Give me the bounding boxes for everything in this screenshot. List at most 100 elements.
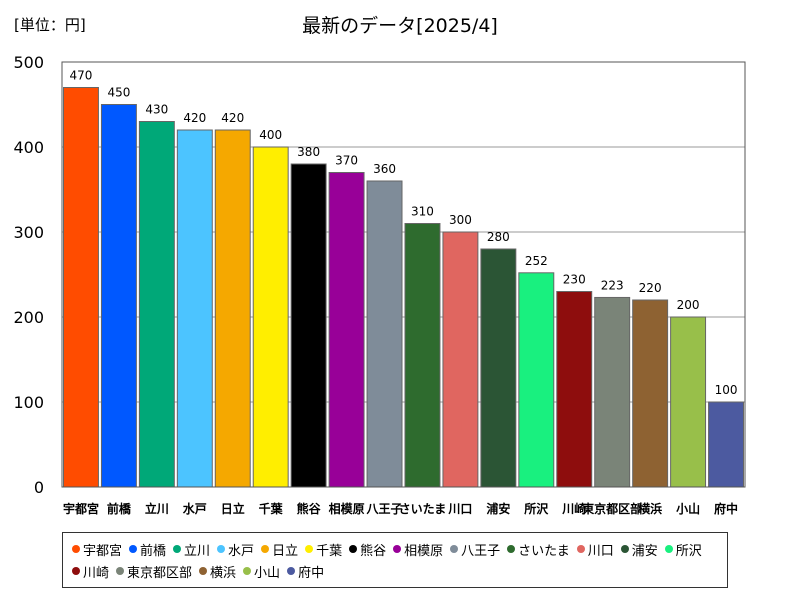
legend-swatch: [116, 567, 125, 575]
legend-swatch: [173, 545, 182, 553]
legend-item: 熊谷: [349, 538, 386, 560]
x-tick-label: 千葉: [259, 501, 284, 516]
x-tick-label: 所沢: [524, 501, 549, 516]
value-label: 223: [601, 278, 624, 292]
legend-swatch: [349, 545, 358, 553]
legend-label: 千葉: [316, 543, 343, 559]
legend-item: 八王子: [450, 538, 500, 560]
bar-府中: [708, 401, 744, 488]
legend-item: 浦安: [620, 538, 658, 560]
x-tick-label: 八王子: [366, 502, 403, 516]
value-label: 380: [297, 145, 320, 159]
bar-日立: [214, 129, 251, 488]
gridlines: [62, 146, 745, 403]
legend-swatch: [72, 545, 80, 553]
legend-label: 川口: [587, 543, 614, 559]
value-label: 370: [335, 154, 358, 168]
legend-label: 東京都区部: [127, 565, 193, 581]
value-label: 252: [525, 254, 548, 268]
x-tick-label: 立川: [145, 501, 169, 516]
y-tick-label: 100: [13, 393, 44, 412]
legend-item: 所沢: [664, 538, 702, 560]
y-tick-label: 500: [13, 53, 44, 72]
x-tick-label: 前橋: [107, 501, 132, 516]
y-tick-label: 300: [13, 223, 44, 242]
legend-item: 日立: [261, 538, 298, 560]
legend-item: 立川: [173, 538, 210, 560]
chart-title: 最新のデータ[2025/4]: [302, 15, 498, 37]
legend-swatch: [243, 567, 252, 575]
value-label: 420: [183, 111, 206, 125]
bar-八王子: [366, 180, 403, 488]
value-label: 230: [563, 273, 586, 287]
x-tick-label: 宇都宮: [63, 501, 99, 516]
value-label: 200: [677, 298, 700, 312]
legend-swatch: [72, 567, 80, 575]
legend-label: 府中: [298, 565, 325, 581]
legend-item: 東京都区部: [116, 560, 192, 582]
legend-label: 相模原: [404, 543, 444, 559]
bar-熊谷: [290, 163, 327, 488]
y-tick-label: 400: [13, 138, 44, 157]
legend-swatch: [199, 567, 208, 575]
value-label: 470: [70, 69, 93, 83]
bar-水戸: [176, 129, 213, 488]
legend-item: さいたま: [507, 538, 570, 560]
value-labels: 470 450 430 420 420 400 380 370 360 310 300 280 252 2…: [70, 69, 738, 398]
legend-swatch: [287, 567, 296, 575]
x-tick-label: 川口: [447, 502, 472, 516]
bar-川口: [442, 231, 479, 488]
bar-川崎: [556, 291, 593, 488]
value-label: 420: [221, 111, 244, 125]
legend-label: 横浜: [210, 565, 237, 581]
bar-浦安: [480, 248, 517, 488]
legend-item: 前橋: [129, 538, 166, 560]
legend-label: 立川: [184, 543, 211, 559]
bar-横浜: [632, 299, 669, 488]
y-tick-label: 200: [13, 308, 44, 327]
value-label: 400: [259, 128, 282, 142]
bar-前橋: [100, 104, 137, 488]
x-tick-label: 浦安: [486, 501, 510, 516]
bars: [63, 87, 744, 488]
value-label: 220: [639, 281, 662, 295]
legend-item: 宇都宮: [72, 538, 122, 560]
x-tick-label: 小山: [676, 501, 700, 516]
value-label: 100: [715, 383, 738, 397]
legend-label: 水戸: [228, 543, 255, 559]
bar-さいたま: [404, 223, 441, 488]
bar-宇都宮: [63, 87, 99, 488]
bar-小山: [670, 316, 707, 488]
value-label: 300: [449, 213, 472, 227]
legend-swatch: [393, 545, 402, 553]
legend-swatch: [576, 545, 585, 553]
legend-item: 川口: [576, 538, 614, 560]
y-tick-label: 0: [34, 478, 44, 497]
legend-label: 宇都宮: [83, 543, 123, 559]
x-tick-label: 相模原: [329, 501, 365, 516]
legend-label: 前橋: [140, 543, 167, 559]
x-tick-label: さいたま: [399, 502, 447, 516]
legend-swatch: [217, 545, 226, 553]
bar-東京都区部: [594, 296, 631, 488]
x-tick-label: 川崎: [561, 501, 586, 516]
legend-swatch: [620, 545, 629, 553]
legend-swatch: [507, 545, 516, 553]
bar-立川: [138, 121, 175, 488]
legend-swatch: [261, 545, 270, 553]
legend-label: 小山: [254, 565, 281, 581]
value-label: 280: [487, 230, 510, 244]
legend-label: 日立: [272, 543, 299, 559]
x-tick-label: 日立: [221, 501, 245, 516]
legend-swatch: [305, 545, 314, 553]
bar-相模原: [328, 172, 365, 488]
bar-千葉: [252, 146, 289, 488]
legend-item: 千葉: [305, 538, 342, 560]
x-tick-label: 東京都区部: [582, 501, 642, 516]
value-label: 450: [107, 86, 130, 100]
legend: 宇都宮 前橋 立川 水戸 日立 千葉 熊谷 相模原 八王子 さいたま 川口 浦安 所沢 川崎 東京都区部 横浜…: [62, 532, 728, 588]
legend-item: 横浜: [199, 560, 236, 582]
legend-swatch: [450, 545, 459, 553]
